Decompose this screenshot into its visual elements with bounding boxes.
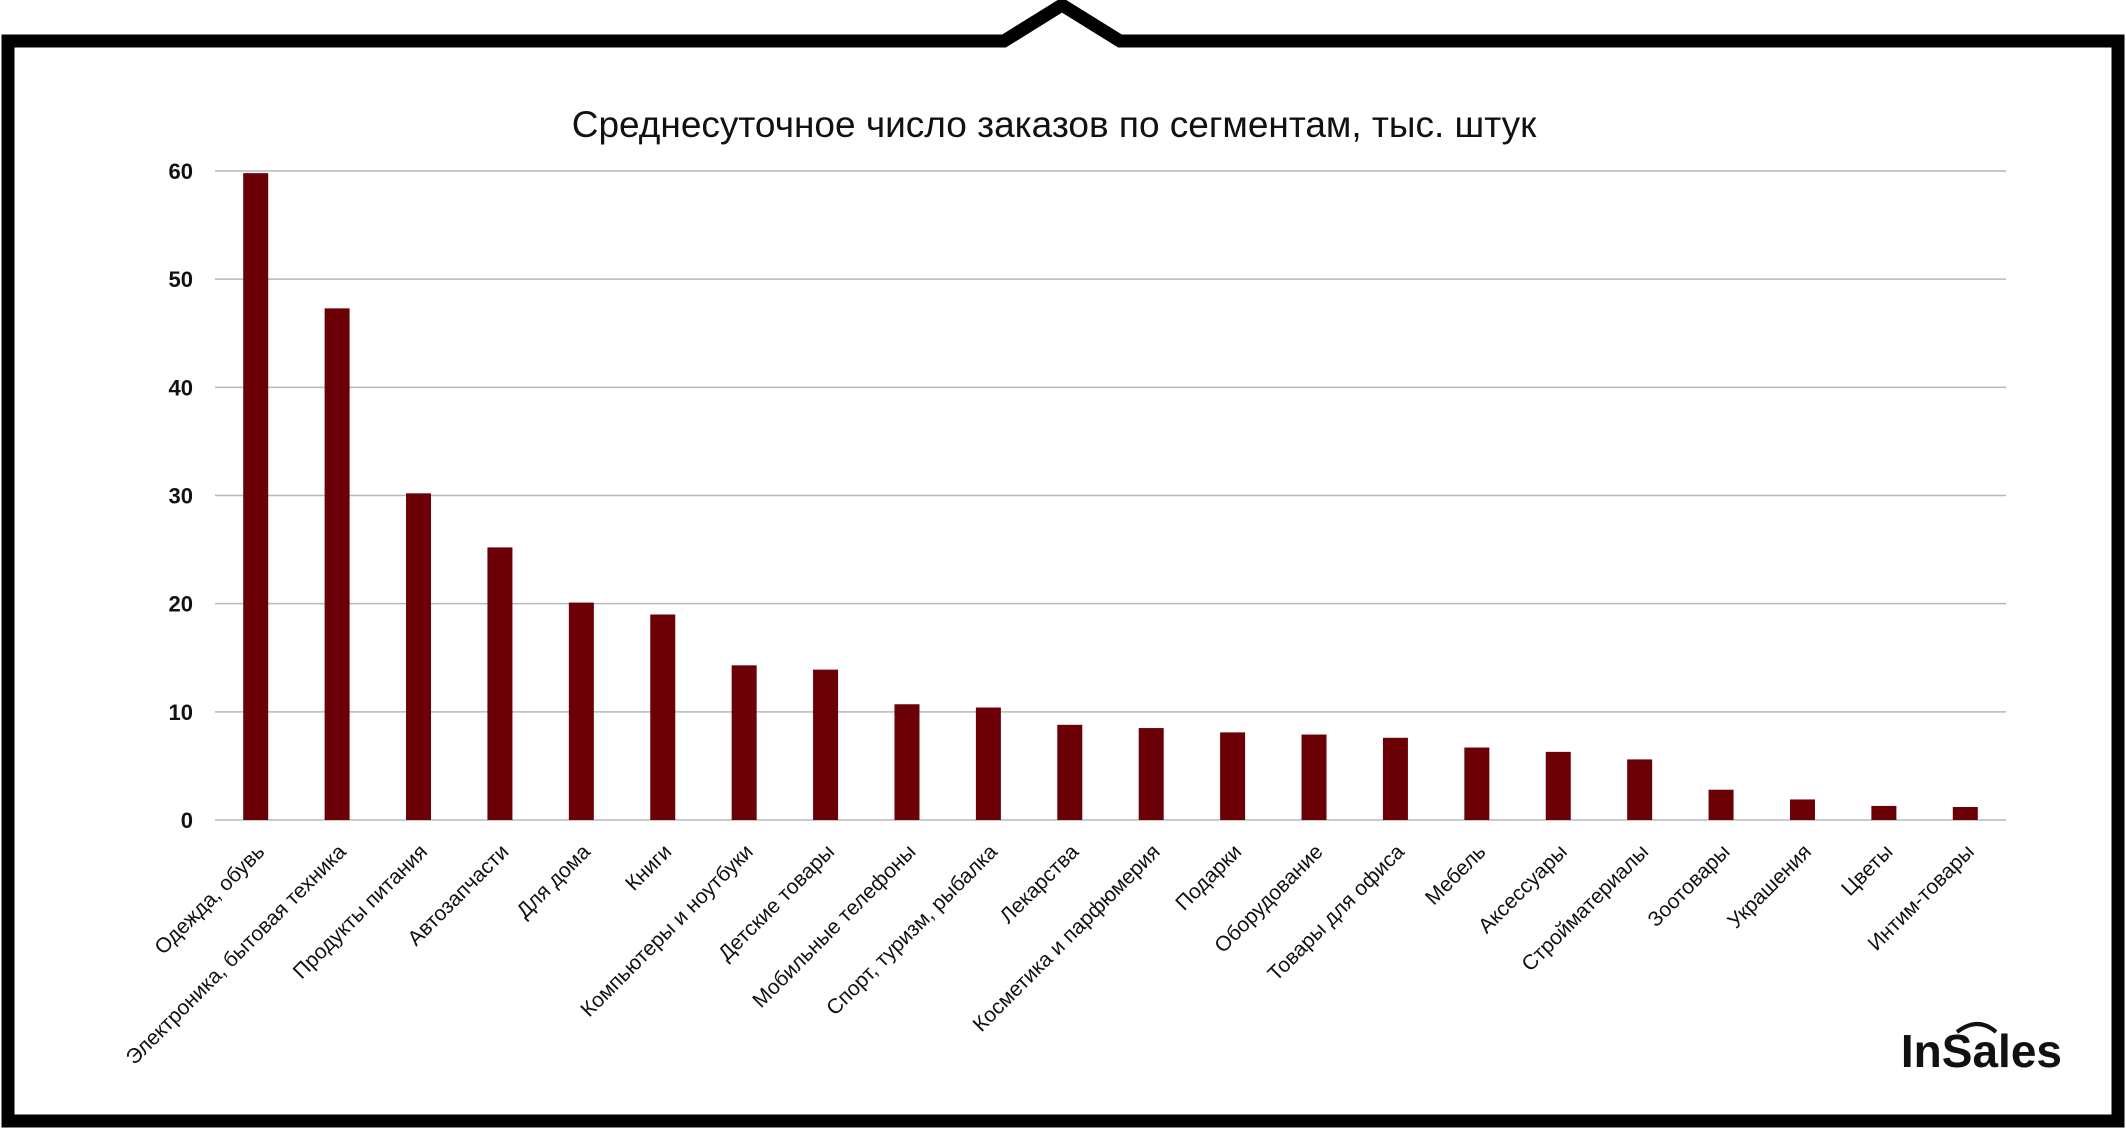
logo-arc — [1955, 1022, 1998, 1034]
bar — [1057, 724, 1083, 820]
bar — [731, 665, 757, 820]
bar — [1545, 751, 1571, 820]
bar — [894, 704, 920, 820]
bar — [1789, 799, 1815, 820]
bar — [1382, 737, 1408, 820]
bar — [813, 669, 839, 820]
bar — [1464, 747, 1490, 820]
bar — [650, 614, 676, 820]
x-tick-label: Компьютеры и ноутбуки — [576, 840, 757, 1021]
y-tick-label: 60 — [169, 159, 193, 184]
bar — [487, 547, 513, 820]
bar — [1871, 805, 1897, 820]
bar — [1220, 732, 1246, 820]
x-tick-label: Для дома — [512, 840, 595, 923]
x-tick-label: Мебель — [1421, 840, 1490, 909]
bar — [324, 308, 350, 820]
bars — [243, 173, 1978, 820]
x-tick-label: Зоотовары — [1643, 840, 1734, 931]
x-tick-label: Лекарства — [996, 840, 1084, 928]
bar — [1138, 728, 1164, 820]
x-tick-label: Подарки — [1171, 840, 1246, 915]
x-tick-label: Товары для офиса — [1264, 840, 1410, 986]
bar — [1627, 759, 1653, 820]
bar — [568, 602, 594, 820]
gridlines — [215, 170, 2006, 821]
bar — [975, 707, 1001, 820]
y-tick-label: 40 — [169, 375, 193, 400]
bar — [243, 173, 269, 820]
x-tick-label: Украшения — [1723, 840, 1816, 933]
x-tick-label: Цветы — [1837, 840, 1897, 900]
y-tick-label: 10 — [169, 700, 193, 725]
x-tick-label: Мобильные телефоны — [748, 840, 920, 1012]
insales-logo: InSales — [1901, 1022, 2062, 1077]
x-tick-label: Книги — [621, 840, 676, 895]
y-tick-label: 30 — [169, 484, 193, 509]
bar — [1301, 734, 1327, 820]
x-tick-label: Спорт, туризм, рыбалка — [822, 840, 1002, 1020]
bar — [406, 493, 432, 820]
y-tick-label: 20 — [169, 592, 193, 617]
chart-title: Среднесуточное число заказов по сегмента… — [572, 104, 1537, 145]
bar — [1952, 807, 1978, 820]
x-tick-label: Продукты питания — [289, 840, 432, 983]
y-axis-ticks: 0 10 20 30 40 50 60 — [169, 159, 193, 833]
bar — [1708, 789, 1734, 820]
y-tick-label: 50 — [169, 267, 193, 292]
logo-text: InSales — [1901, 1025, 2062, 1077]
y-tick-label: 0 — [181, 808, 193, 833]
